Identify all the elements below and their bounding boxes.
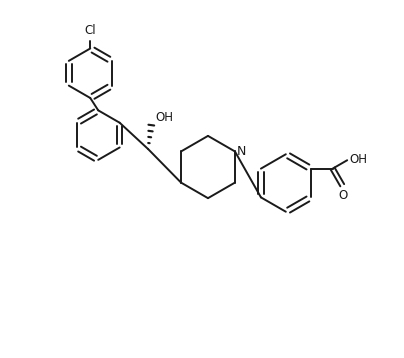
Text: OH: OH — [155, 111, 173, 124]
Text: O: O — [339, 189, 348, 202]
Text: N: N — [237, 145, 246, 158]
Text: Cl: Cl — [84, 24, 96, 37]
Text: OH: OH — [349, 153, 368, 166]
